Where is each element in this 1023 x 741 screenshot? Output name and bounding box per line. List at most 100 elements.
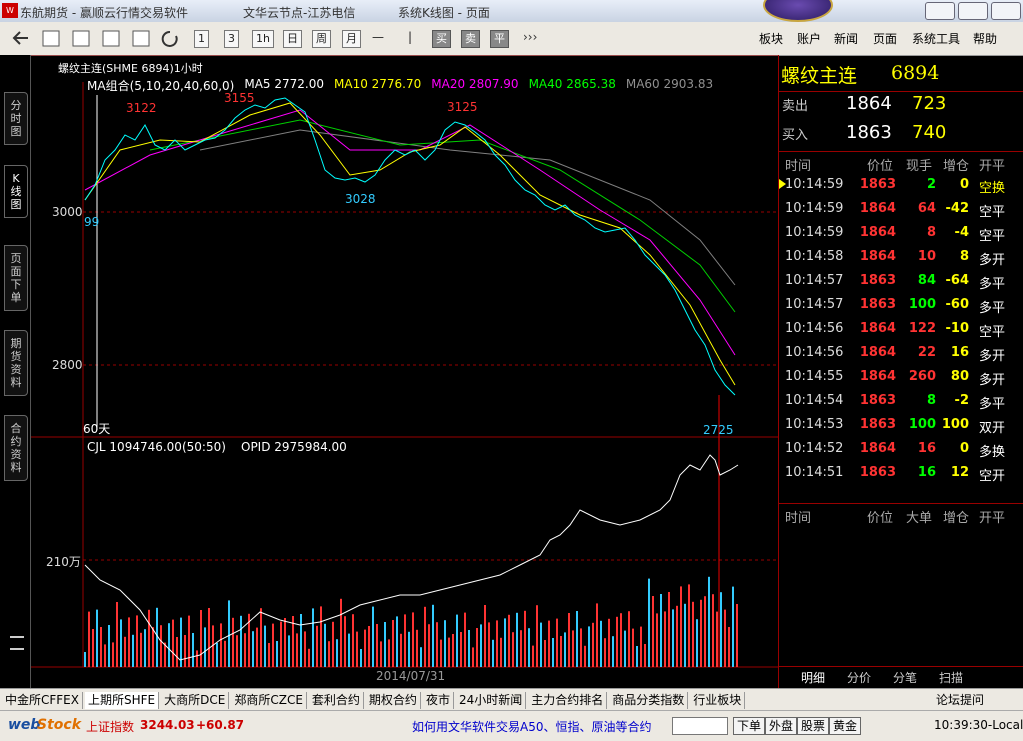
trade-volume: 64 <box>917 201 936 216</box>
price-annotation: 3125 <box>447 100 478 114</box>
line-tool[interactable]: | <box>408 30 413 44</box>
menu-item[interactable]: 新闻 <box>834 32 859 46</box>
trade-type: 多换 <box>979 445 1006 460</box>
period-button[interactable]: 3 <box>224 30 239 48</box>
ma-legend: MA60 2903.83 <box>625 77 714 91</box>
quote-code: 6894 <box>891 62 940 84</box>
toolbar-icons <box>12 30 178 47</box>
exchange-tab[interactable]: 商品分类指数 <box>609 692 689 709</box>
node-title: 文华云节点-江苏电信 <box>243 6 356 20</box>
exchange-tab[interactable]: 24小时新闻 <box>456 692 527 709</box>
sidebar-tab[interactable]: 页面下单 <box>4 245 28 311</box>
toolbar: — | 1 3 1h 日周月 买卖平 ››› 板块 账户 新闻 页面 系统工具 帮助 <box>0 22 1023 56</box>
trade-oi-change: 100 <box>941 417 969 432</box>
trade-type: 多平 <box>979 397 1006 412</box>
divider <box>779 503 1023 504</box>
index-change: +60.87 <box>196 718 245 732</box>
panel-tab[interactable]: 分价 <box>847 671 872 685</box>
trade-price: 1864 <box>859 225 896 240</box>
period-button[interactable]: 月 <box>342 30 361 48</box>
divider <box>779 91 1023 92</box>
status-button[interactable]: 股票 <box>797 717 830 735</box>
trade-price: 1864 <box>859 345 896 360</box>
trade-price: 1864 <box>859 201 896 216</box>
trade-type: 空平 <box>979 325 1006 340</box>
table-header: 现手 <box>906 159 933 174</box>
news-ticker[interactable]: 如何用文华软件交易A50、恒指、原油等合约 <box>412 720 652 734</box>
table-header: 时间 <box>785 159 812 174</box>
status-button[interactable]: 下单 <box>733 717 766 735</box>
close-button[interactable] <box>991 2 1021 20</box>
sidebar-tab[interactable]: 分时图 <box>4 92 28 145</box>
table-header: 时间 <box>785 511 812 526</box>
menu-item[interactable]: 账户 <box>797 32 822 46</box>
trade-price: 1863 <box>859 273 896 288</box>
restore-button[interactable] <box>958 2 988 20</box>
search-box[interactable] <box>672 717 728 735</box>
ask-label: 卖出 <box>782 99 809 114</box>
trade-price: 1864 <box>859 369 896 384</box>
trade-price: 1863 <box>859 417 896 432</box>
panel-tab[interactable]: 扫描 <box>939 671 964 685</box>
trade-oi-change: 12 <box>950 465 969 480</box>
minimize-button[interactable] <box>925 2 955 20</box>
bid-price: 1863 <box>846 122 892 143</box>
sidebar-tab[interactable]: 期货资料 <box>4 330 28 396</box>
trade-oi-change: -64 <box>945 273 970 288</box>
trade-button[interactable]: 买 <box>432 30 451 48</box>
trade-oi-change: 16 <box>950 345 969 360</box>
contract-label: 螺纹主连(SHME 6894)1小时 <box>58 62 203 75</box>
menu-item[interactable]: 帮助 <box>973 32 998 46</box>
ma-legend: MA10 2776.70 <box>334 77 422 91</box>
menu-item[interactable]: 板块 <box>759 32 784 46</box>
trade-type: 空换 <box>979 181 1006 196</box>
row-cursor <box>779 179 786 189</box>
trade-volume: 100 <box>908 297 936 312</box>
trade-button[interactable]: 平 <box>490 30 509 48</box>
trade-volume: 16 <box>917 465 936 480</box>
dash-tool[interactable]: — <box>372 30 384 44</box>
quote-panel: 螺纹主连 6894 卖出 1864 723 买入 1863 740 时间 价位 现手… <box>778 55 1023 688</box>
period-button[interactable]: 1h <box>252 30 274 48</box>
more-button[interactable]: ››› <box>523 30 538 44</box>
trade-price: 1863 <box>859 393 896 408</box>
trade-price: 1863 <box>859 465 896 480</box>
ask-price: 1864 <box>846 93 892 114</box>
sidebar-tab[interactable]: 合约资料 <box>4 415 28 481</box>
title-bar: W 东航期货 - 赢顺云行情交易软件 文华云节点-江苏电信 系统K线图 - 页面 <box>0 0 1023 22</box>
exchange-tab[interactable]: 行业板块 <box>690 692 746 709</box>
exchange-tab[interactable]: 套利合约 <box>309 692 364 709</box>
index-value: 3244.03 <box>140 718 195 732</box>
trade-button[interactable]: 卖 <box>461 30 480 48</box>
menu-item[interactable]: 页面 <box>873 32 898 46</box>
status-button[interactable]: 黄金 <box>829 717 862 735</box>
exchange-tab[interactable]: 期权合约 <box>366 692 421 709</box>
trade-time: 10:14:53 <box>785 417 844 432</box>
exchange-tab[interactable]: 上期所SHFE <box>85 692 160 709</box>
period-button[interactable]: 日 <box>283 30 302 48</box>
trade-time: 10:14:57 <box>785 273 844 288</box>
exchange-tab[interactable]: 郑商所CZCE <box>231 692 307 709</box>
panel-tab[interactable]: 分笔 <box>893 671 918 685</box>
price-annotation: 3155 <box>224 91 255 105</box>
menu-item[interactable]: 系统工具 <box>912 32 961 46</box>
opid-label: OPID 2975984.00 <box>241 440 347 454</box>
trade-oi-change: 80 <box>950 369 969 384</box>
period-button[interactable]: 周 <box>312 30 331 48</box>
table-header: 增仓 <box>943 159 970 174</box>
exchange-tab[interactable]: 中金所CFFEX <box>2 692 83 709</box>
period-button[interactable]: 1 <box>194 30 209 48</box>
forum-link[interactable]: 论坛提问 <box>936 693 985 707</box>
trade-time: 10:14:58 <box>785 249 844 264</box>
exchange-tab[interactable]: 大商所DCE <box>161 692 230 709</box>
table-header: 大单 <box>906 511 933 526</box>
exchange-tab[interactable]: 主力合约排名 <box>528 692 608 709</box>
price-annotation: 3122 <box>126 101 157 115</box>
table-header: 价位 <box>867 159 894 174</box>
exchange-tab[interactable]: 夜市 <box>423 692 454 709</box>
trade-oi-change: -10 <box>945 321 970 336</box>
trade-volume: 260 <box>908 369 936 384</box>
panel-tab[interactable]: 明细 <box>801 669 826 686</box>
status-button[interactable]: 外盘 <box>765 717 798 735</box>
